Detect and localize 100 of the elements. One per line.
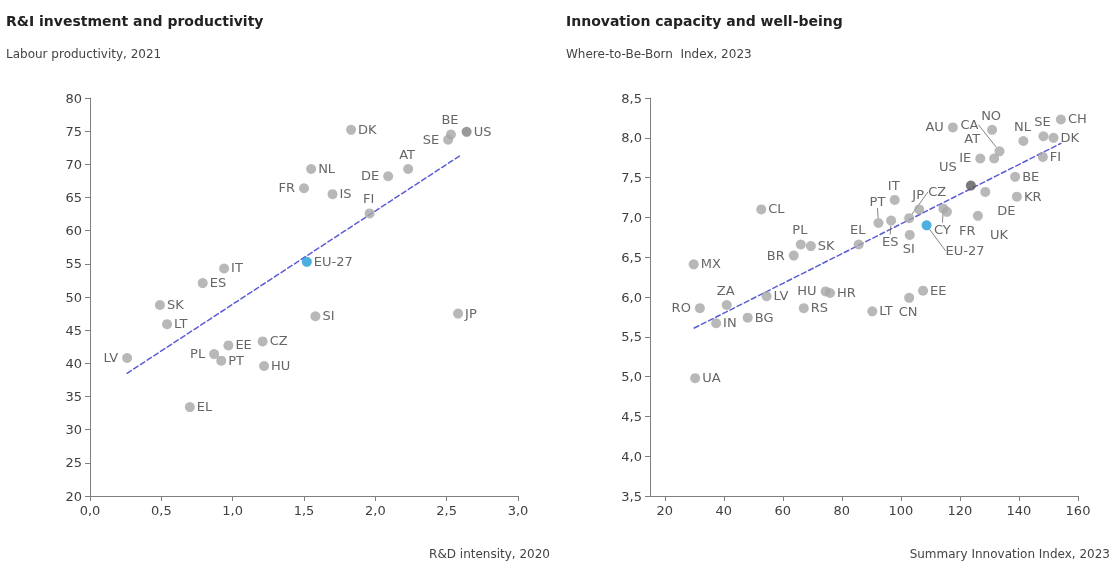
point: [761, 291, 772, 302]
y-tick-label: 6,0: [621, 289, 642, 305]
data-label: CZ: [269, 333, 288, 349]
point: [383, 171, 394, 182]
chart-title: R&I investment and productivity: [6, 13, 264, 29]
data-label: UK: [989, 226, 1009, 242]
x-tick-label: 120: [947, 503, 973, 518]
data-label: ZA: [716, 282, 735, 298]
point: [873, 217, 884, 228]
point: [980, 186, 991, 197]
data-label: IE: [959, 150, 972, 166]
x-tick-label: 100: [888, 503, 914, 518]
point: [1037, 151, 1048, 162]
data-label: EE: [235, 337, 252, 353]
data-label: US: [939, 158, 957, 174]
point: [306, 163, 317, 174]
point: [1055, 114, 1066, 125]
y-tick-label: 40: [65, 355, 82, 371]
point: [453, 308, 464, 319]
point: [756, 204, 767, 215]
data-label: ES: [881, 233, 899, 249]
y-tick-label: 45: [65, 322, 82, 338]
data-label: UA: [702, 370, 721, 386]
data-label: IS: [339, 186, 352, 202]
point: [904, 213, 915, 224]
x-tick-label: 160: [1065, 503, 1091, 518]
data-label: FI: [362, 191, 375, 207]
point: [889, 194, 900, 205]
point: [711, 318, 722, 329]
data-label: EE: [930, 282, 947, 298]
data-label: SE: [1034, 114, 1051, 130]
point: [223, 340, 234, 351]
data-label: HU: [797, 283, 817, 299]
point: [461, 126, 472, 137]
point: [975, 153, 986, 164]
data-label: DE: [997, 202, 1016, 218]
data-label: DK: [358, 121, 378, 137]
point: [921, 220, 932, 231]
x-axis-title: Summary Innovation Index, 2023: [909, 547, 1110, 561]
y-tick-label: 25: [65, 455, 82, 471]
point: [947, 122, 958, 133]
data-label: BE: [1022, 168, 1040, 184]
y-tick-label: 50: [65, 289, 82, 305]
point: [798, 303, 809, 314]
point: [994, 146, 1005, 157]
point: [972, 210, 983, 221]
data-label: PT: [228, 352, 245, 368]
point: [788, 250, 799, 261]
y-tick-label: 6,5: [621, 249, 642, 265]
data-label: JP: [464, 305, 477, 321]
point: [805, 241, 816, 252]
point: [209, 349, 220, 360]
y-tick-label: 7,0: [621, 209, 642, 225]
point: [904, 292, 915, 303]
point: [987, 124, 998, 135]
y-tick-label: 55: [65, 256, 82, 272]
y-tick-label: 4,0: [621, 448, 642, 464]
data-label: AT: [399, 146, 416, 162]
x-tick-label: 0,5: [150, 503, 172, 518]
y-tick-label: 3,5: [621, 488, 642, 504]
x-tick-label: 1,0: [222, 503, 244, 518]
point: [1038, 131, 1049, 142]
point: [867, 306, 878, 317]
point: [327, 189, 338, 200]
point: [1018, 135, 1029, 146]
y-tick-label: 65: [65, 190, 82, 205]
y-tick-label: 4,5: [621, 408, 642, 424]
data-label: NL: [1013, 118, 1032, 134]
point: [904, 229, 915, 240]
point: [1010, 171, 1021, 182]
point: [853, 239, 864, 250]
y-axis-title: Labour productivity, 2021: [6, 47, 162, 61]
data-label: BE: [441, 112, 459, 128]
data-label: SK: [817, 238, 836, 254]
y-tick-label: 80: [65, 90, 82, 106]
data-label: LV: [773, 288, 789, 304]
x-tick-label: 140: [1006, 503, 1032, 518]
data-label: IT: [231, 260, 243, 276]
data-label: HR: [837, 285, 856, 301]
data-label: SE: [422, 131, 440, 147]
data-label: NO: [981, 107, 1002, 123]
data-label: SK: [166, 296, 185, 312]
point: [825, 288, 836, 299]
data-label: FR: [278, 180, 296, 196]
data-label: DE: [360, 168, 380, 184]
data-label: KR: [1023, 188, 1042, 204]
data-label: LV: [103, 350, 119, 366]
data-label: EU-27: [313, 253, 353, 269]
point: [184, 402, 195, 413]
data-label: HU: [271, 357, 291, 373]
chart-title: Innovation capacity and well-being: [566, 13, 843, 29]
data-label: US: [473, 123, 492, 139]
data-label: AT: [964, 131, 981, 147]
data-label: FI: [1049, 148, 1062, 164]
y-axis-title: Where-to-Be-Born Index, 2023: [566, 47, 752, 61]
y-tick-label: 8,5: [621, 90, 642, 106]
point: [346, 124, 357, 135]
point: [1011, 191, 1022, 202]
point: [122, 353, 133, 364]
y-tick-label: 5,0: [621, 369, 642, 385]
